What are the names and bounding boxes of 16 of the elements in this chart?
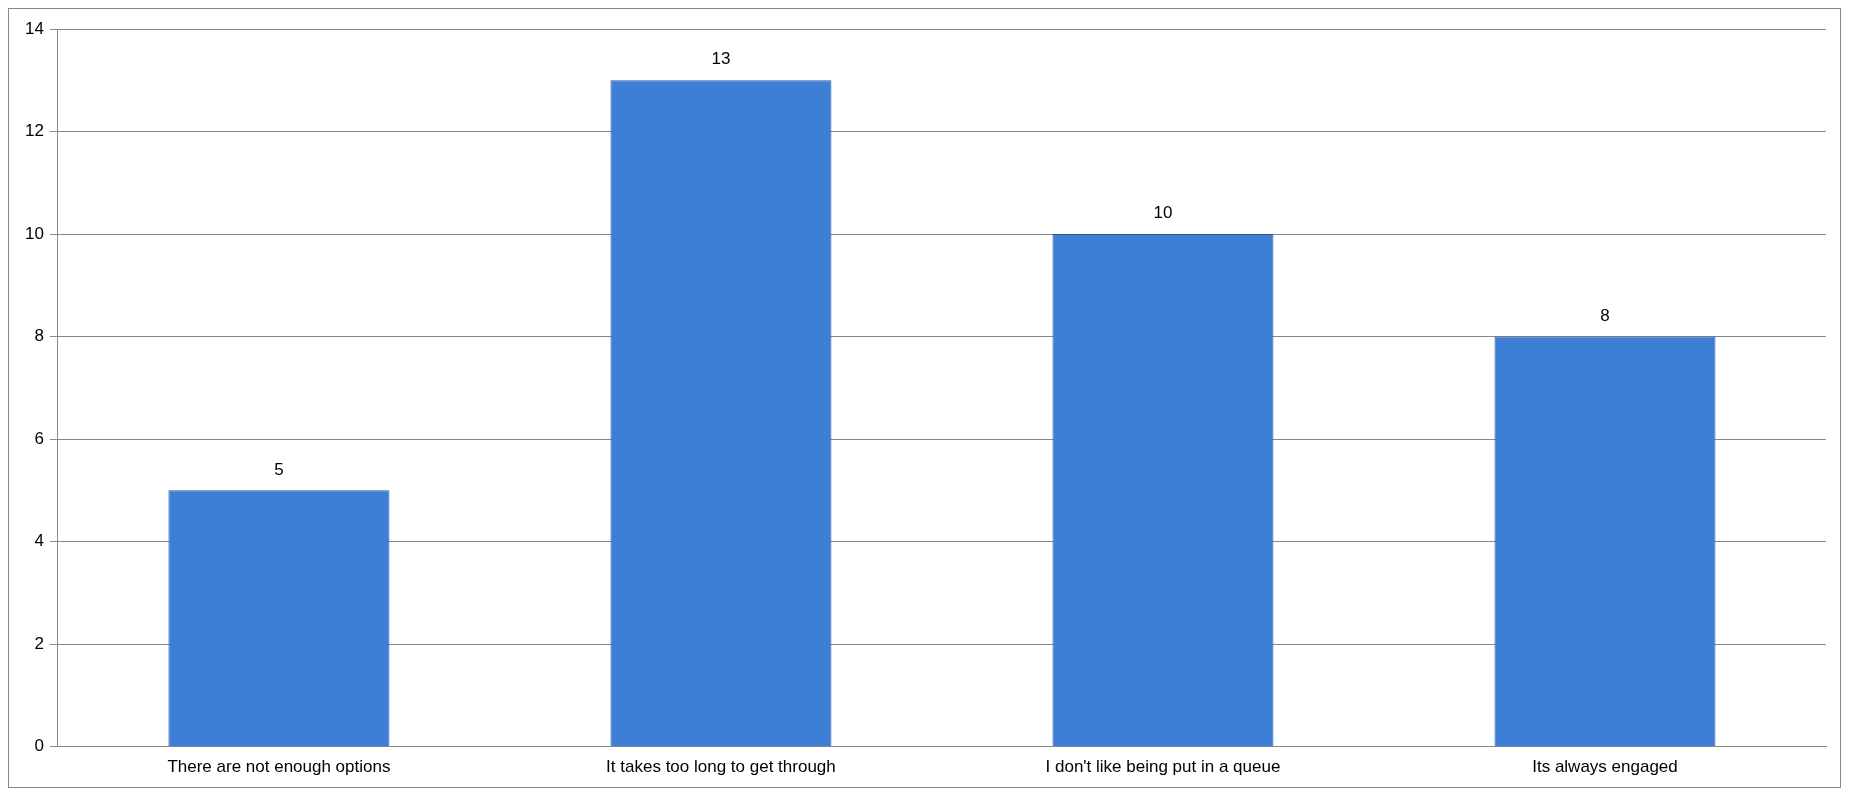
x-tick-label: There are not enough options [167,757,391,777]
y-tick-label: 6 [34,428,44,448]
y-tick-label: 2 [34,633,44,653]
data-label: 10 [1153,203,1173,223]
data-label: 5 [274,459,284,479]
y-tick-label: 8 [34,326,44,346]
x-tick-label: Its always engaged [1532,757,1678,777]
y-tick-label: 10 [24,223,44,243]
data-label: 13 [711,49,731,69]
data-label: 8 [1600,305,1610,325]
y-tick-label: 0 [34,736,44,756]
y-tick-label: 12 [24,121,44,141]
x-tick-label: I don't like being put in a queue [1045,757,1281,777]
x-tick-label: It takes too long to get through [606,757,836,777]
y-tick-label: 4 [34,531,44,551]
y-tick-label: 14 [24,18,44,38]
